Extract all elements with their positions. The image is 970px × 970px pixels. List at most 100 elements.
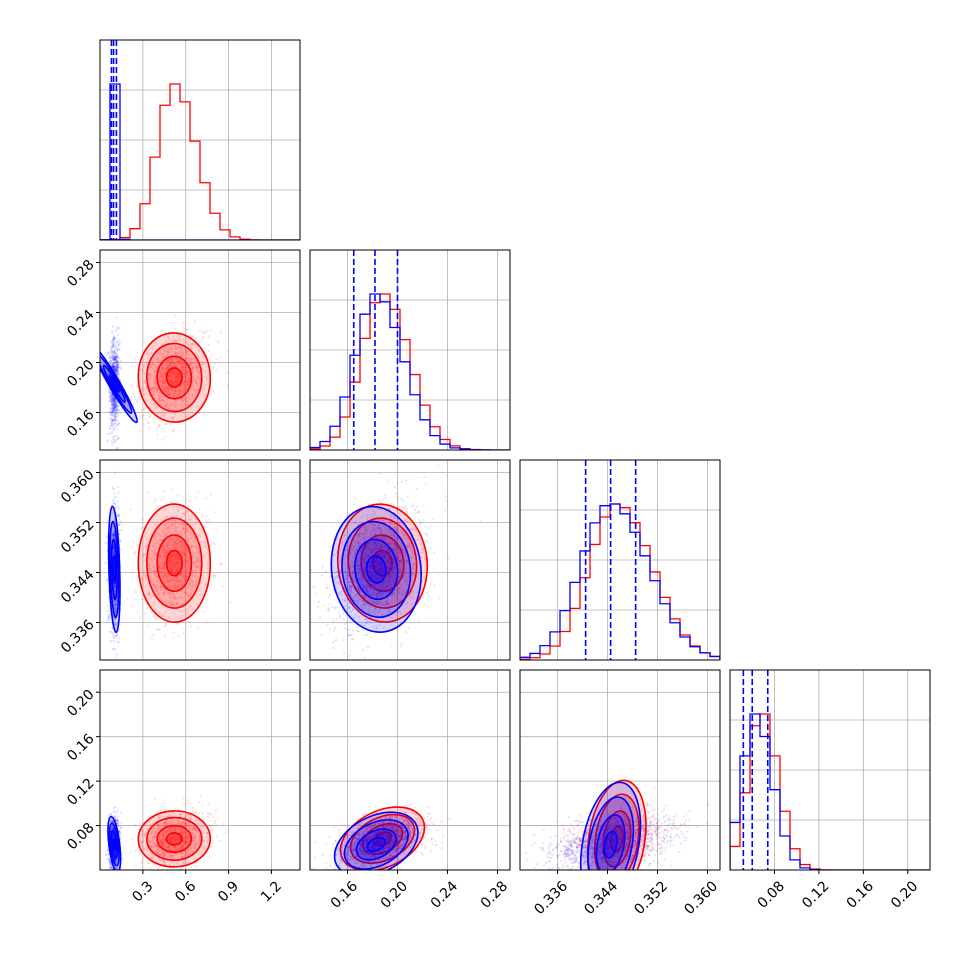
scatter-point — [208, 537, 211, 541]
scatter-point — [392, 503, 396, 507]
scatter-point — [218, 563, 222, 566]
scatter-point — [180, 572, 184, 575]
scatter-point — [115, 405, 118, 408]
scatter-point — [201, 368, 204, 371]
scatter-point — [152, 555, 155, 558]
scatter-point — [152, 345, 155, 348]
scatter-point — [108, 394, 111, 398]
scatter-point — [187, 505, 190, 508]
scatter-point — [166, 364, 169, 368]
scatter-point — [115, 355, 118, 358]
scatter-point — [201, 594, 205, 597]
scatter-point — [186, 379, 189, 382]
scatter-point — [183, 558, 187, 561]
scatter-point — [191, 561, 195, 564]
scatter-point — [156, 576, 159, 579]
scatter-point — [193, 564, 196, 568]
scatter-point — [147, 625, 150, 628]
scatter-point — [141, 598, 144, 601]
scatter-point — [129, 508, 132, 511]
scatter-point — [111, 400, 114, 403]
scatter-point — [148, 353, 151, 356]
scatter-point — [187, 529, 190, 532]
scatter-point — [111, 393, 114, 396]
scatter-point — [188, 357, 192, 360]
scatter-point — [113, 403, 117, 406]
scatter-point — [109, 389, 112, 392]
scatter-point — [109, 413, 112, 416]
scatter-point — [162, 365, 165, 368]
scatter-point — [175, 580, 178, 583]
scatter-point — [170, 361, 173, 365]
scatter-point — [145, 537, 148, 540]
scatter-point — [196, 366, 200, 369]
scatter-point — [143, 408, 146, 411]
scatter-point — [113, 405, 116, 408]
scatter-point — [116, 359, 119, 362]
scatter-point — [164, 550, 167, 553]
scatter-point — [167, 557, 170, 560]
scatter-point — [437, 464, 440, 467]
scatter-point — [187, 552, 190, 555]
scatter-point — [164, 523, 168, 526]
scatter-point — [176, 597, 179, 600]
scatter-point — [186, 381, 189, 384]
scatter-point — [167, 593, 171, 596]
scatter-point — [176, 361, 179, 364]
scatter-point — [110, 398, 113, 401]
scatter-point — [107, 439, 110, 442]
scatter-point — [112, 365, 115, 368]
scatter-point — [116, 437, 120, 440]
scatter-point — [160, 371, 163, 375]
scatter-point — [117, 485, 120, 488]
scatter-point — [116, 325, 119, 329]
scatter-point — [191, 556, 194, 559]
scatter-point — [115, 400, 118, 404]
scatter-point — [183, 412, 186, 416]
scatter-point — [171, 416, 174, 419]
scatter-point — [167, 385, 170, 389]
scatter-point — [112, 534, 116, 537]
scatter-point — [148, 385, 151, 388]
scatter-point — [193, 375, 196, 378]
scatter-point — [162, 566, 166, 569]
scatter-point — [113, 406, 116, 409]
panel-2-1 — [309, 459, 511, 661]
scatter-point — [186, 529, 189, 532]
scatter-point — [169, 339, 172, 342]
scatter-point — [175, 569, 179, 572]
scatter-point — [158, 628, 161, 631]
scatter-point — [199, 339, 202, 342]
scatter-point — [169, 554, 172, 557]
scatter-point — [152, 553, 156, 556]
scatter-point — [177, 555, 180, 558]
scatter-point — [112, 407, 115, 410]
scatter-point — [113, 354, 116, 357]
scatter-point — [180, 359, 183, 363]
scatter-point — [112, 427, 115, 430]
contour-level — [108, 374, 120, 393]
scatter-point — [176, 378, 179, 381]
contour-level — [102, 364, 126, 403]
scatter-point — [189, 595, 192, 598]
scatter-point — [175, 527, 178, 530]
scatter-point — [154, 376, 157, 380]
scatter-point — [112, 402, 115, 406]
scatter-point — [165, 534, 168, 537]
scatter-point — [135, 382, 139, 385]
scatter-point — [203, 541, 206, 544]
scatter-point — [184, 397, 187, 401]
scatter-point — [114, 364, 118, 368]
scatter-point — [166, 549, 170, 552]
scatter-point — [109, 394, 113, 398]
scatter-point — [181, 352, 184, 356]
scatter-point — [165, 544, 168, 547]
scatter-point — [113, 368, 116, 372]
scatter-point — [176, 553, 179, 556]
scatter-point — [171, 370, 174, 373]
scatter-point — [175, 622, 179, 625]
scatter-point — [194, 378, 197, 381]
scatter-point — [143, 407, 146, 410]
scatter-point — [112, 403, 116, 406]
scatter-point — [177, 382, 180, 385]
